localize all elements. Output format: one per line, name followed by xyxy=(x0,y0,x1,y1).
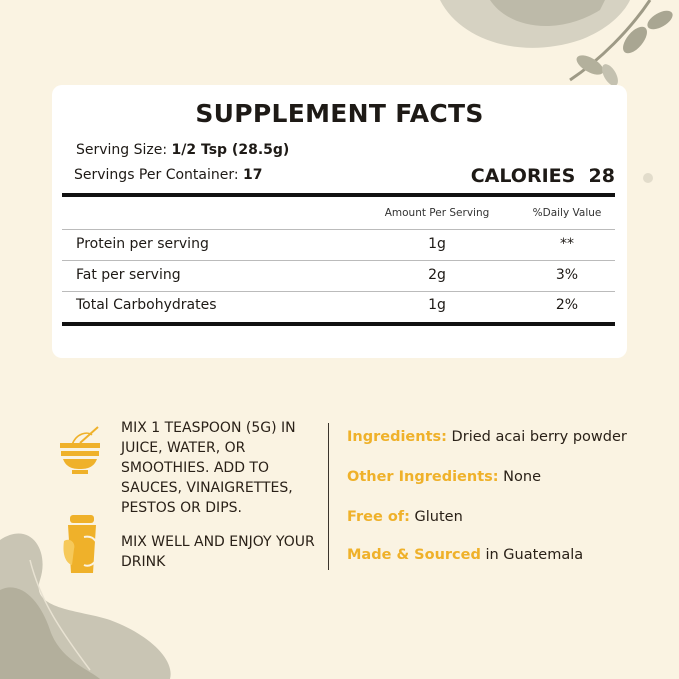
row-amount: 1g xyxy=(428,297,446,313)
shaker-hand-icon xyxy=(63,515,100,573)
column-header-amount: Amount Per Serving xyxy=(384,207,490,219)
leaf-decoration-bottom xyxy=(0,533,171,679)
calories-label: CALORIES xyxy=(470,165,576,187)
info-ingredients: Ingredients: Dried acai berry powder xyxy=(347,429,627,445)
supplement-facts-panel: SUPPLEMENT FACTS Serving Size: 1/2 Tsp (… xyxy=(52,85,627,358)
row-name: Fat per serving xyxy=(76,267,181,283)
info-label: Made & Sourced xyxy=(347,547,481,563)
info-free-of: Free of: Gluten xyxy=(347,509,463,525)
row-amount: 2g xyxy=(428,267,446,283)
divider xyxy=(62,291,615,292)
divider-thick xyxy=(62,322,615,326)
facts-title: SUPPLEMENT FACTS xyxy=(195,99,484,128)
info-made-sourced: Made & Sourced in Guatemala xyxy=(347,547,583,563)
row-name: Protein per serving xyxy=(76,236,209,252)
info-value: None xyxy=(498,469,542,485)
vertical-divider xyxy=(328,423,329,570)
info-label: Free of: xyxy=(347,509,410,525)
serving-size: Serving Size: 1/2 Tsp (28.5g) xyxy=(76,142,289,158)
info-value: in Guatemala xyxy=(480,547,584,563)
info-label: Ingredients: xyxy=(347,429,447,445)
divider-thick xyxy=(62,193,615,197)
instruction-step-1: MIX 1 TEASPOON (5G) IN JUICE, WATER, OR … xyxy=(121,420,296,516)
servings-per-container: Servings Per Container: 17 xyxy=(74,167,263,183)
whisk-bowl-icon xyxy=(60,426,100,474)
info-label: Other Ingredients: xyxy=(347,469,499,485)
servings-value: 17 xyxy=(243,167,263,183)
divider xyxy=(62,260,615,261)
calories-value: 28 xyxy=(588,165,615,187)
serving-size-value: 1/2 Tsp (28.5g) xyxy=(171,142,290,158)
divider xyxy=(62,229,615,230)
row-dv: ** xyxy=(560,236,574,252)
calories: CALORIES 28 xyxy=(471,165,615,187)
leaf-decoration-top xyxy=(440,0,673,183)
info-value: Gluten xyxy=(409,509,463,525)
row-name: Total Carbohydrates xyxy=(76,297,217,313)
row-amount: 1g xyxy=(428,236,446,252)
serving-size-label: Serving Size: xyxy=(76,142,172,158)
info-value: Dried acai berry powder xyxy=(446,429,627,445)
row-dv: 2% xyxy=(555,297,579,313)
instruction-step-2: MIX WELL AND ENJOY YOUR DRINK xyxy=(121,534,315,570)
row-dv: 3% xyxy=(555,267,579,283)
info-other-ingredients: Other Ingredients: None xyxy=(347,469,541,485)
servings-label: Servings Per Container: xyxy=(74,167,244,183)
column-header-daily-value: %Daily Value xyxy=(532,207,602,219)
